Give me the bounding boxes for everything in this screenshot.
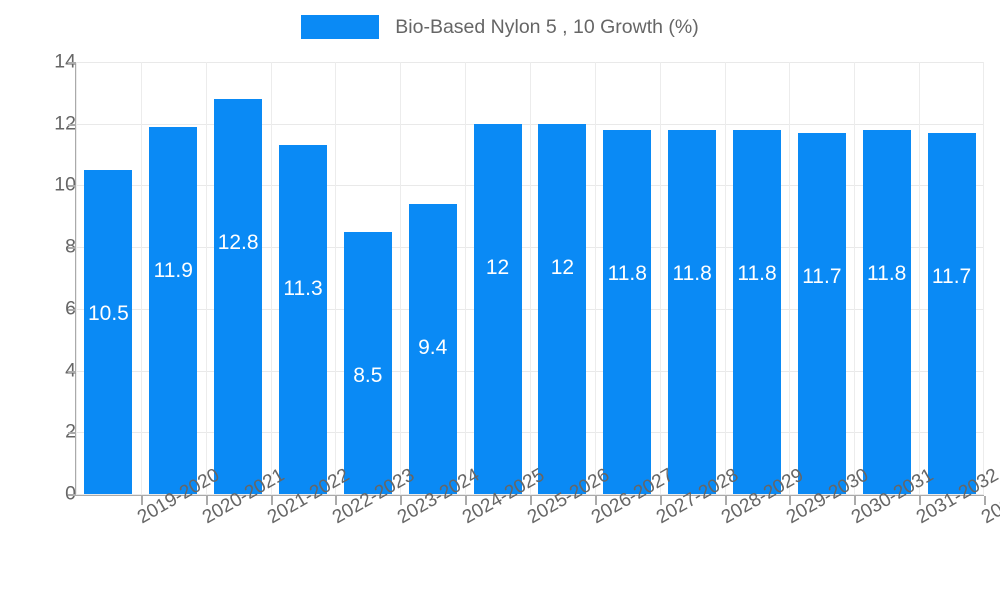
x-axis-tick-mark: [205, 496, 208, 505]
y-axis-tick-label: 10: [54, 173, 76, 196]
x-axis-tick-label: 2029-2030: [783, 464, 873, 529]
x-axis-tick-label: 2026-2027: [588, 464, 678, 529]
bar[interactable]: [149, 126, 198, 494]
gridline-vertical: [660, 62, 661, 494]
y-axis-tick-mark: [68, 432, 76, 435]
x-axis-tick-mark: [335, 496, 338, 505]
y-axis-tick-label: 4: [16, 360, 76, 381]
x-axis-tick-label: 2031-2032: [912, 464, 1000, 529]
y-axis-tick-mark: [68, 494, 76, 496]
x-axis-tick-mark: [594, 496, 597, 505]
x-axis-tick-mark: [465, 496, 468, 505]
x-axis-tick-mark: [789, 496, 792, 505]
gridline-vertical: [76, 62, 77, 494]
bar[interactable]: [214, 99, 263, 494]
y-axis-tick-label: 6: [16, 299, 76, 319]
x-axis-tick-label: 2022-2023: [329, 464, 419, 529]
gridline-vertical: [919, 62, 920, 494]
gridline-vertical: [725, 62, 726, 494]
x-axis-tick-label: 2025-2026: [523, 464, 613, 529]
y-axis-tick-label: 2: [16, 422, 76, 443]
gridline-vertical: [530, 62, 531, 494]
gridline-vertical: [854, 62, 855, 494]
x-axis-tick-label: 2020-2021: [199, 464, 289, 529]
bar[interactable]: [84, 170, 133, 494]
x-axis-tick-label: 2027-2028: [653, 464, 743, 529]
x-axis-tick-label: 2019-2020: [134, 464, 224, 529]
x-axis-line: [76, 494, 984, 496]
x-axis-tick-label: 2023-2024: [393, 464, 484, 529]
y-axis-tick-label: 0: [16, 484, 76, 504]
y-axis-tick-label: 8: [16, 237, 76, 257]
gridline-horizontal: [76, 494, 984, 495]
gridline-vertical: [983, 62, 984, 494]
gridline-vertical: [789, 62, 790, 494]
bar[interactable]: [862, 129, 911, 494]
x-axis-tick-mark: [854, 496, 857, 505]
y-axis-tick-mark: [68, 308, 76, 311]
plot-area: 10.5 11.9 12.8 11.3 8.5 9.4 12 12 11.8 11.8 11.8 11…: [76, 62, 984, 495]
gridline-vertical: [335, 62, 336, 494]
bar[interactable]: [927, 132, 976, 494]
gridline-vertical: [400, 62, 401, 494]
x-axis-tick-mark: [140, 496, 143, 505]
bar[interactable]: [473, 123, 522, 494]
bar[interactable]: [733, 129, 781, 494]
y-axis-tick-label: 12: [54, 111, 76, 134]
bar[interactable]: [343, 231, 392, 494]
gridline-vertical: [271, 62, 272, 494]
y-axis-tick-label: 14: [54, 50, 76, 73]
x-axis-tick-mark: [724, 496, 727, 505]
legend-label: Bio-Based Nylon 5 , 10 Growth (%): [395, 16, 699, 38]
y-axis-tick-mark: [68, 185, 76, 188]
bar[interactable]: [538, 123, 587, 494]
gridline-vertical: [465, 62, 466, 494]
x-axis-tick-mark: [984, 496, 986, 505]
y-axis-tick-mark: [68, 123, 76, 126]
x-axis-tick-mark: [270, 496, 273, 505]
bar[interactable]: [668, 129, 717, 494]
x-axis-tick-label: 2024-2025: [458, 464, 548, 529]
y-axis-tick-mark: [68, 370, 76, 373]
bar[interactable]: [408, 203, 457, 494]
x-axis-tick-mark: [400, 496, 403, 505]
y-axis-tick-mark: [68, 62, 76, 64]
x-axis-tick-label: 2030-2031: [847, 464, 938, 529]
x-axis-tick-label: 2028-2029: [718, 464, 808, 529]
x-axis-tick-mark: [919, 496, 922, 505]
gridline-vertical: [595, 62, 596, 494]
x-axis-tick-mark: [659, 496, 662, 505]
y-axis-tick-mark: [68, 247, 76, 250]
x-axis-tick-label: 2021-2022: [264, 464, 354, 529]
bar[interactable]: [603, 129, 652, 494]
legend-color-swatch[interactable]: [301, 15, 380, 39]
x-axis-tick-label: 2032-2033: [977, 464, 1000, 529]
gridline-vertical: [141, 62, 142, 494]
chart-legend: Bio-Based Nylon 5 , 10 Growth (%): [0, 14, 1000, 40]
x-axis-tick-mark: [530, 496, 532, 505]
bar[interactable]: [279, 145, 327, 494]
y-axis: 0 2 4 6 8 10 12 14: [0, 0, 76, 600]
bar[interactable]: [797, 132, 846, 494]
gridline-vertical: [206, 62, 207, 494]
